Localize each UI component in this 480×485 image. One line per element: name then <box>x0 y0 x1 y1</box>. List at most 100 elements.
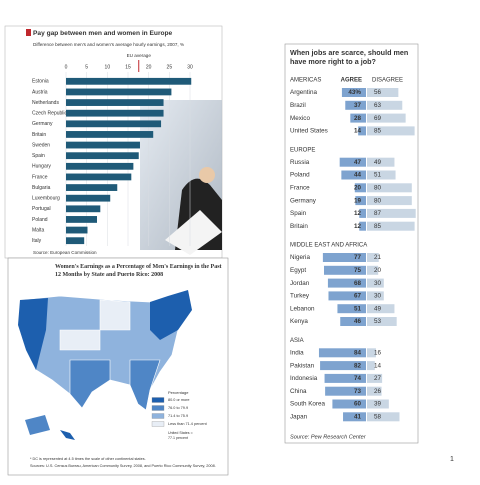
us-note: United States = 77.1 percent <box>168 431 193 440</box>
bar-agree <box>341 88 366 97</box>
value-label: 14 <box>354 128 362 135</box>
value-label: 12 <box>354 223 362 230</box>
y-tick-label: Poland <box>32 217 48 223</box>
source: Source: European Commission <box>33 250 97 255</box>
value-label: 20 <box>374 267 382 274</box>
category-label: Brazil <box>290 102 306 109</box>
bar <box>66 173 132 181</box>
bar <box>66 77 192 85</box>
bar-disagree <box>367 278 384 288</box>
category-label: Britain <box>290 223 308 230</box>
bar-agree <box>325 386 366 396</box>
value-label: 37 <box>354 102 362 109</box>
bar-agree <box>345 100 366 110</box>
bar-disagree <box>367 100 403 110</box>
page-number: 1 <box>450 456 454 463</box>
bar-agree <box>324 373 366 383</box>
bar-agree <box>341 170 366 180</box>
bar-agree <box>350 113 366 123</box>
x-tick-label: 10 <box>105 64 111 70</box>
y-tick-label: Hungary <box>32 164 51 170</box>
value-label: 20 <box>354 184 362 191</box>
value-label: 43% <box>348 89 361 96</box>
bar <box>66 216 97 223</box>
y-tick-label: Spain <box>32 153 45 159</box>
legend-label: 80.0 or more <box>168 398 190 402</box>
bar-agree <box>328 291 366 301</box>
annotation: EU average <box>127 53 152 58</box>
value-label: 46 <box>354 318 362 325</box>
legend-label: Less than 71.4 percent <box>168 422 208 426</box>
y-tick-label: Netherlands <box>32 100 59 106</box>
category-label: Pakistan <box>290 362 315 369</box>
y-tick-label: Austria <box>32 89 48 95</box>
bar <box>66 99 164 106</box>
category-label: China <box>290 388 307 395</box>
category-label: Kenya <box>290 318 308 325</box>
bar-agree <box>355 196 366 206</box>
value-label: 21 <box>374 254 382 261</box>
value-label: 77 <box>354 254 362 261</box>
value-label: 51 <box>374 172 382 179</box>
map-region <box>69 359 111 409</box>
y-tick-label: Czech Republic <box>32 111 68 117</box>
y-tick-label: Italy <box>32 238 42 244</box>
y-tick-label: Estonia <box>32 79 49 85</box>
bar <box>66 120 162 128</box>
bar <box>66 141 140 149</box>
bar-disagree <box>367 221 415 231</box>
source: Sources: U.S. Census Bureau, American Co… <box>30 464 216 468</box>
y-tick-label: Bulgaria <box>32 185 51 191</box>
bar-agree <box>354 183 366 193</box>
bar-disagree <box>367 196 412 206</box>
legend-label: 76.0 to 79.9 <box>168 406 188 410</box>
value-label: 69 <box>374 115 382 122</box>
bar <box>66 226 88 234</box>
photo-head <box>199 167 215 183</box>
value-label: 28 <box>354 115 362 122</box>
group-label: AMERICAS <box>290 78 321 84</box>
bar-agree <box>358 126 366 136</box>
bar-agree <box>318 348 366 358</box>
category-label: Indonesia <box>290 375 318 382</box>
legend-swatch <box>151 413 165 419</box>
value-label: 19 <box>354 197 362 204</box>
value-label: 80 <box>374 184 382 191</box>
legend-label: 71.4 to 75.9 <box>168 414 188 418</box>
bar <box>66 152 139 160</box>
value-label: 85 <box>374 223 382 230</box>
category-label: Germany <box>290 197 317 204</box>
value-label: 14 <box>374 362 382 369</box>
photo-paper <box>165 210 222 255</box>
bar-disagree <box>367 253 379 262</box>
bar-disagree <box>367 373 383 383</box>
value-label: 27 <box>374 375 382 382</box>
value-label: 74 <box>354 375 362 382</box>
bar-disagree <box>367 348 376 358</box>
category-label: Spain <box>290 210 307 217</box>
category-label: Jordan <box>290 280 310 287</box>
bar-agree <box>322 253 366 262</box>
bar-disagree <box>367 183 412 193</box>
bar <box>66 109 164 117</box>
map-alaska <box>25 415 50 435</box>
bar-disagree <box>367 304 395 314</box>
value-label: 84 <box>354 349 362 356</box>
category-label: Nigeria <box>290 254 310 261</box>
bar <box>66 194 111 202</box>
category-label: Turkey <box>290 293 310 300</box>
value-label: 26 <box>374 388 382 395</box>
value-label: 75 <box>354 267 362 274</box>
category-label: Lebanon <box>290 305 315 312</box>
value-label: 85 <box>374 128 382 135</box>
y-tick-label: Luxembourg <box>32 196 60 202</box>
bar-disagree <box>367 265 379 275</box>
value-label: 80 <box>374 197 382 204</box>
y-tick-label: Portugal <box>32 206 51 212</box>
legend-swatch <box>151 421 165 427</box>
group-label: MIDDLE EAST AND AFRICA <box>290 243 367 249</box>
bar-agree <box>320 361 366 371</box>
chart-title: Pay gap between men and women in Europe <box>33 30 173 37</box>
x-tick-label: 25 <box>167 64 173 70</box>
y-tick-label: Germany <box>32 121 53 127</box>
